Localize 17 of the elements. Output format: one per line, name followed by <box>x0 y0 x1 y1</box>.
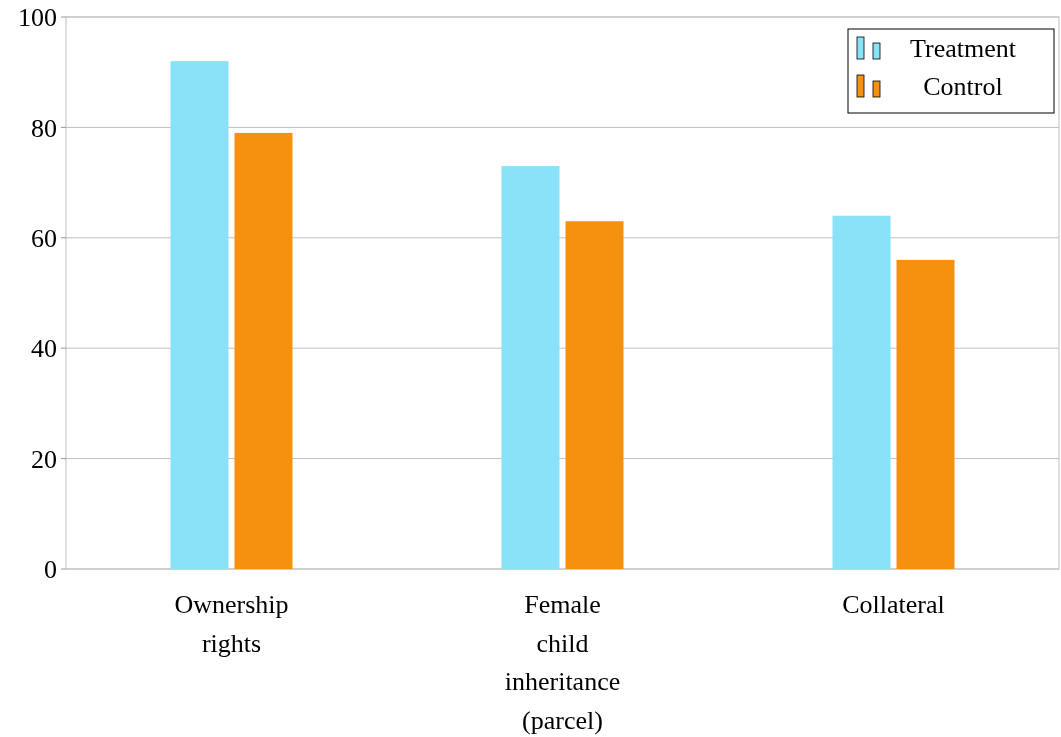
bar <box>501 166 560 569</box>
bar <box>565 221 624 569</box>
x-tick-label: Collateral <box>842 590 945 619</box>
legend-label: Control <box>923 72 1003 101</box>
y-tick-label: 100 <box>18 3 57 33</box>
bar <box>896 259 955 569</box>
bar <box>234 132 293 569</box>
y-tick-label: 80 <box>31 113 57 143</box>
legend-label: Treatment <box>910 34 1017 63</box>
y-tick-label: 40 <box>31 334 57 364</box>
bar <box>170 61 229 569</box>
y-tick-label: 0 <box>44 555 57 585</box>
x-tick-label: Female child inheritance (parcel) <box>504 590 621 735</box>
bar <box>832 215 891 569</box>
y-tick-label: 60 <box>31 223 57 253</box>
y-tick-label: 20 <box>31 444 57 474</box>
x-tick-label: Ownership rights <box>174 590 289 658</box>
